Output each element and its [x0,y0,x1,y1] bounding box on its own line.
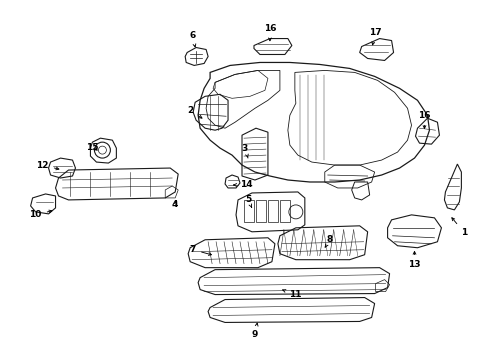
Text: 14: 14 [233,180,252,189]
Text: 4: 4 [172,201,178,210]
Text: 16: 16 [417,111,430,129]
Text: 10: 10 [29,210,52,219]
Text: 3: 3 [242,144,248,158]
Text: 9: 9 [251,323,258,339]
Text: 2: 2 [186,106,202,118]
Text: 5: 5 [244,195,251,207]
Text: 1: 1 [451,218,467,237]
Text: 13: 13 [407,252,420,269]
Text: 17: 17 [368,28,381,45]
Text: 8: 8 [325,235,332,247]
Text: 16: 16 [263,24,276,41]
Text: 11: 11 [282,290,301,299]
Text: 12: 12 [36,161,59,170]
Text: 15: 15 [86,143,99,152]
Text: 6: 6 [189,31,195,47]
Text: 7: 7 [189,245,211,255]
